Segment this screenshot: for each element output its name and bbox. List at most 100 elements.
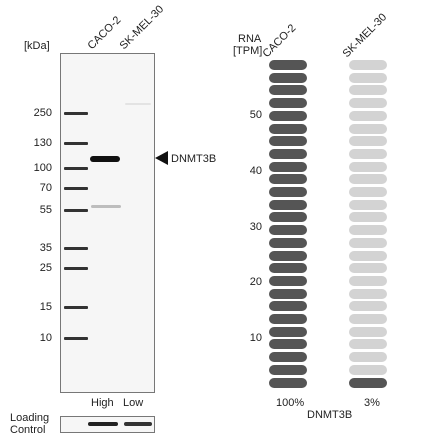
rna-level-pill	[349, 275, 387, 286]
loading-control-label-line2: Control	[10, 424, 46, 436]
dnmt3b-band-caco2	[90, 156, 120, 162]
rna-level-pill	[349, 98, 387, 109]
rna-level-pill	[269, 123, 307, 134]
ladder-band-10	[64, 337, 88, 340]
marker-label: 35	[39, 242, 52, 254]
rna-level-pill	[349, 212, 387, 223]
rna-level-pill	[349, 326, 387, 337]
rna-percent-skmel30: 3%	[364, 397, 380, 409]
rna-level-pill	[269, 352, 307, 363]
rna-ytick: 50	[249, 109, 262, 121]
rna-level-pill	[269, 136, 307, 147]
rna-level-pill	[349, 377, 387, 388]
loading-band-skmel30	[124, 422, 152, 426]
rna-level-pill	[269, 339, 307, 350]
rna-level-pill	[269, 250, 307, 261]
rna-ytick: 40	[249, 165, 262, 177]
rna-header-line1: RNA	[238, 33, 262, 45]
faint-band-caco2	[91, 205, 121, 208]
rna-level-pill	[349, 339, 387, 350]
rna-header-line2: [TPM]	[233, 45, 263, 57]
rna-level-pill	[349, 148, 387, 159]
ladder-band-15	[64, 306, 88, 309]
rna-ytick: 30	[249, 221, 262, 233]
marker-label: 100	[33, 162, 52, 174]
rna-level-pill	[269, 60, 307, 70]
rna-level-pill	[349, 110, 387, 121]
rna-level-pill	[349, 199, 387, 210]
expression-low: Low	[123, 397, 144, 409]
rna-level-pill	[349, 314, 387, 324]
rna-level-pill	[269, 148, 307, 159]
marker-label: 25	[39, 262, 52, 274]
rna-ytick: 10	[249, 332, 262, 344]
loading-band-caco2	[88, 422, 118, 426]
faint-band-skmel30	[125, 103, 151, 105]
rna-level-pill	[349, 174, 387, 185]
rna-level-pill	[269, 161, 307, 172]
rna-level-pill	[349, 288, 387, 299]
marker-label: 10	[39, 332, 52, 344]
rna-sample-label-caco2: CACO-2	[260, 22, 299, 60]
rna-level-pill	[349, 364, 387, 375]
rna-column-caco2	[268, 60, 308, 392]
target-label: DNMT3B	[171, 153, 217, 165]
rna-level-pill	[349, 250, 387, 261]
rna-level-pill	[269, 225, 307, 236]
marker-label: 70	[39, 182, 52, 194]
rna-level-pill	[349, 161, 387, 172]
rna-level-pill	[269, 301, 307, 312]
loading-control-label-line1: Loading	[10, 412, 50, 424]
kda-label: [kDa]	[24, 40, 50, 52]
western-blot-image	[60, 53, 155, 393]
expression-high: High	[91, 397, 114, 409]
ladder-band-130	[64, 142, 88, 145]
ladder-band-35	[64, 247, 88, 250]
rna-level-pill	[269, 275, 307, 286]
rna-level-pill	[269, 237, 307, 248]
marker-label: 130	[33, 137, 52, 149]
rna-ytick: 20	[249, 276, 262, 288]
rna-level-pill	[269, 72, 307, 83]
rna-level-pill	[349, 136, 387, 147]
rna-level-pill	[269, 110, 307, 121]
rna-percent-caco2: 100%	[276, 397, 305, 409]
rna-level-pill	[269, 377, 307, 388]
rna-level-pill	[269, 174, 307, 185]
ladder-band-25	[64, 267, 88, 270]
rna-sample-label-skmel30: SK-MEL-30	[340, 11, 390, 61]
ladder-band-70	[64, 187, 88, 190]
rna-level-pill	[349, 60, 387, 70]
rna-level-pill	[269, 199, 307, 210]
ladder-band-100	[64, 167, 88, 170]
rna-level-pill	[269, 263, 307, 274]
rna-level-pill	[349, 85, 387, 96]
rna-level-pill	[349, 72, 387, 83]
loading-control-image	[60, 416, 155, 433]
rna-level-pill	[269, 85, 307, 96]
ladder-band-55	[64, 209, 88, 212]
rna-level-pill	[269, 212, 307, 223]
rna-level-pill	[269, 326, 307, 337]
rna-level-pill	[349, 352, 387, 363]
rna-level-pill	[349, 123, 387, 134]
rna-level-pill	[349, 263, 387, 274]
rna-level-pill	[269, 314, 307, 324]
lane-label-caco2: CACO-2	[85, 14, 124, 52]
rna-level-pill	[269, 187, 307, 197]
marker-label: 55	[39, 204, 52, 216]
ladder-band-250	[64, 112, 88, 115]
rna-level-pill	[269, 98, 307, 109]
rna-level-pill	[349, 237, 387, 248]
rna-gene-label: DNMT3B	[307, 409, 353, 421]
marker-label: 250	[33, 107, 52, 119]
rna-column-skmel30	[348, 60, 388, 392]
marker-label: 15	[39, 301, 52, 313]
rna-level-pill	[269, 288, 307, 299]
lane-label-skmel30: SK-MEL-30	[117, 3, 167, 52]
target-arrow-icon	[155, 151, 168, 165]
rna-level-pill	[349, 225, 387, 236]
rna-level-pill	[349, 187, 387, 197]
rna-level-pill	[349, 301, 387, 312]
rna-level-pill	[269, 364, 307, 375]
